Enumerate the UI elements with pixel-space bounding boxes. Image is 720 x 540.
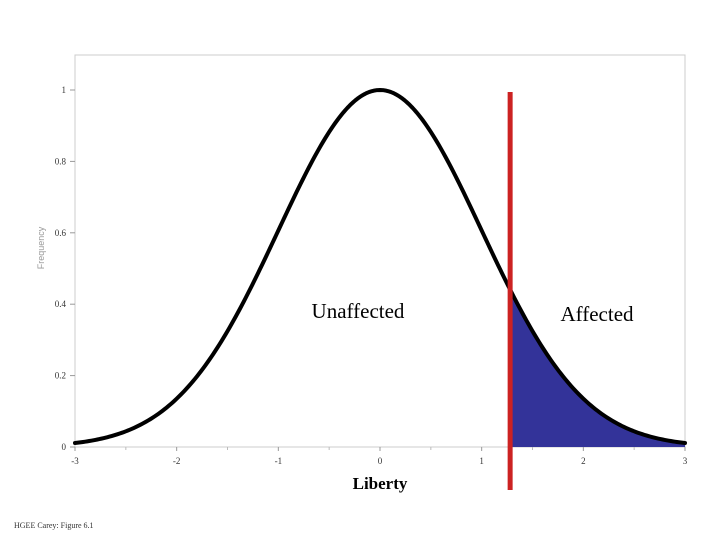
y-tick-label: 1: [62, 85, 67, 95]
y-tick-label: 0.8: [55, 156, 67, 166]
y-axis-title: Frequency: [36, 226, 46, 269]
plot-frame: [74, 54, 686, 448]
y-tick-label: 0.2: [55, 371, 66, 381]
x-tick-label: 0: [378, 456, 383, 466]
affected-region-fill: [510, 289, 685, 447]
unaffected-label: Unaffected: [312, 299, 405, 323]
x-tick-label: 3: [683, 456, 688, 466]
figure-caption: HGEE Carey: Figure 6.1: [14, 521, 94, 530]
x-tick-label: 1: [479, 456, 484, 466]
y-tick-label: 0: [62, 442, 67, 452]
density-curve: [73, 88, 687, 446]
x-axis-title: Liberty: [353, 474, 408, 493]
x-tick-label: -2: [173, 456, 181, 466]
x-axis-ticks: -3 -2 -1 0 1 2 3: [71, 447, 688, 466]
y-axis-ticks: 0 0.2 0.4 0.6 0.8 1: [55, 85, 75, 452]
y-tick-label: 0.6: [55, 228, 67, 238]
x-tick-label: -1: [275, 456, 283, 466]
x-tick-label: -3: [71, 456, 79, 466]
y-tick-label: 0.4: [55, 299, 67, 309]
x-tick-label: 2: [581, 456, 586, 466]
affected-label: Affected: [560, 302, 634, 326]
